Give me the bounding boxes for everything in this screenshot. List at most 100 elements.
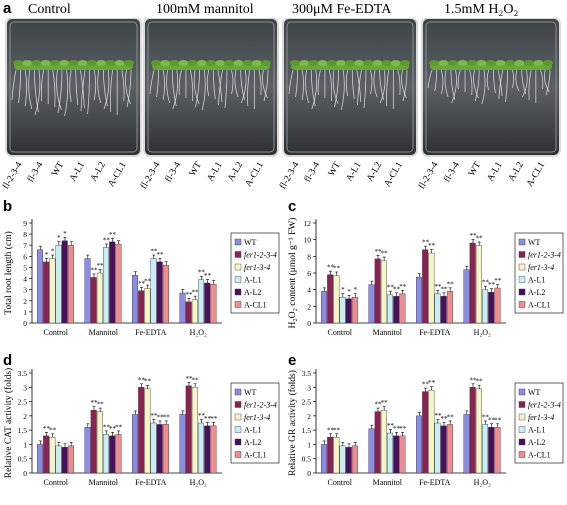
cotyledon <box>533 60 544 66</box>
significance-mark: ** <box>447 413 455 421</box>
root <box>386 69 390 107</box>
significance-mark: ** <box>441 285 449 293</box>
significance-mark: ** <box>422 239 430 247</box>
bar <box>482 289 489 324</box>
category-label: H₂O₂ <box>474 478 491 487</box>
line-label: A-CL1 <box>383 160 405 189</box>
bar <box>482 424 489 474</box>
bar <box>428 389 435 474</box>
plate-rim <box>425 21 557 153</box>
cotyledon <box>50 60 60 66</box>
line-label: WT <box>467 160 483 178</box>
legend-swatch <box>234 288 242 296</box>
y-tick-label: 6 <box>307 269 311 278</box>
root <box>295 69 298 98</box>
bar <box>162 424 169 474</box>
root <box>69 69 72 103</box>
legend-entry: A-CL1 <box>244 301 267 310</box>
root <box>345 69 349 97</box>
legend-box <box>514 232 564 314</box>
significance-mark: ** <box>43 425 51 433</box>
bar <box>90 277 97 324</box>
significance-mark: * <box>353 286 357 294</box>
bar <box>416 415 423 474</box>
bar <box>150 422 157 474</box>
y-tick-label: 2 <box>23 412 27 421</box>
root <box>397 69 401 96</box>
bar <box>109 435 116 474</box>
bar <box>103 434 110 474</box>
cotyledon <box>160 60 171 66</box>
category-label: Control <box>328 328 353 337</box>
significance-mark: ** <box>447 280 455 288</box>
legend-entry: WT <box>244 388 257 397</box>
line-label: A-CL1 <box>244 160 266 189</box>
line-label: fl-2-3-4 <box>138 160 162 191</box>
root <box>126 69 132 108</box>
y-tick-label: 12 <box>304 219 312 228</box>
bar <box>494 287 501 324</box>
cotyledon <box>87 60 97 66</box>
bar <box>440 425 447 474</box>
bar <box>327 274 334 324</box>
significance-mark: ** <box>144 378 152 386</box>
bar <box>37 444 43 474</box>
line-label: fl-3-4 <box>442 160 462 184</box>
bar <box>103 247 110 324</box>
legend-entry: A-L2 <box>528 288 545 297</box>
root <box>57 69 63 114</box>
legend-entry: fer1-2-3-4 <box>528 251 561 260</box>
root <box>263 69 269 102</box>
chart-gr-activity: 0 0.5 1 1.5 2 2.5 3 3.5 Relative GR activity (fo… <box>287 369 564 487</box>
bar <box>96 272 103 324</box>
category-label: H₂O₂ <box>190 328 207 337</box>
legend-swatch <box>234 251 242 258</box>
bar <box>84 427 91 474</box>
line-label: WT <box>327 160 343 178</box>
root <box>492 69 496 94</box>
bar <box>132 414 139 474</box>
legend-entry: fer1-2-3-4 <box>528 401 561 410</box>
category-label: H₂O₂ <box>190 478 207 487</box>
y-tick-label: 7 <box>23 241 27 250</box>
root <box>317 69 321 96</box>
legend-entry: A-L2 <box>244 438 261 447</box>
bar <box>321 444 327 474</box>
root <box>427 69 433 89</box>
y-tick-label: 1.5 <box>302 426 312 435</box>
root <box>172 69 179 110</box>
y-tick-label: 0 <box>307 319 311 328</box>
bar <box>345 447 352 474</box>
cotyledon <box>476 60 487 66</box>
root <box>97 69 102 104</box>
category-label: Control <box>44 328 69 337</box>
legend-swatch <box>234 426 242 433</box>
significance-mark: ** <box>198 412 206 420</box>
cotyledon <box>299 60 310 66</box>
legend-entry: A-L1 <box>528 276 545 285</box>
significance-mark: ** <box>476 235 484 243</box>
cotyledon <box>390 60 401 66</box>
bar <box>156 261 163 324</box>
bar <box>351 445 358 474</box>
category-label: Control <box>328 478 353 487</box>
root <box>486 69 490 91</box>
significance-mark: ** <box>97 401 105 409</box>
root <box>515 69 520 92</box>
panel-letter-b: b <box>3 198 13 215</box>
root <box>34 69 39 113</box>
root <box>544 69 550 93</box>
y-tick-label: 0 <box>23 469 27 478</box>
line-label: A-CL1 <box>107 160 129 189</box>
root <box>334 69 339 108</box>
bar <box>43 435 50 474</box>
root <box>351 69 355 100</box>
bar <box>132 275 139 324</box>
significance-mark: * <box>51 248 55 256</box>
legend-entry: WT <box>244 238 257 247</box>
plate <box>5 18 142 157</box>
bar <box>399 293 406 324</box>
bar <box>49 258 56 324</box>
cotyledon <box>429 60 439 66</box>
bar <box>204 425 211 474</box>
